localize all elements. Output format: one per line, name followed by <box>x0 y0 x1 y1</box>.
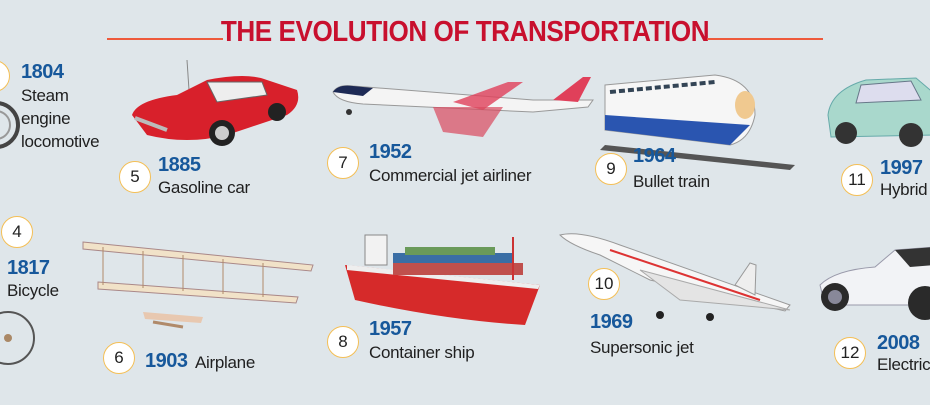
item-year: 1957 <box>369 318 412 340</box>
item-label: Electric <box>877 355 930 374</box>
item-year: 1804 <box>21 61 64 83</box>
label-line: engine <box>21 109 71 128</box>
container-ship-image <box>345 234 540 325</box>
hybrid-car-image <box>827 77 930 147</box>
item-number-circle: 12 <box>834 337 866 369</box>
title-rule-right <box>707 38 823 40</box>
item-label: Bicycle <box>7 281 59 300</box>
item-label: Commercial jet airliner <box>369 166 532 185</box>
item-year: 2008 <box>877 332 920 354</box>
item-year: 1997 <box>880 157 923 179</box>
item-year: 1817 <box>7 257 50 279</box>
label-line: Steam <box>21 86 69 105</box>
item-label: Airplane <box>195 353 255 372</box>
item-year: 1964 <box>633 145 676 167</box>
item-year: 1885 <box>158 154 201 176</box>
item-year: 1903 <box>145 350 188 372</box>
item-number-circle: 11 <box>841 164 873 196</box>
biplane-image <box>82 241 314 329</box>
item-year: 1969 <box>590 311 633 333</box>
label-line: locomotive <box>21 132 100 151</box>
steam-locomotive-image <box>0 101 20 149</box>
item-label: Supersonic jet <box>590 338 694 357</box>
item-label: Bullet train <box>633 172 710 191</box>
item-number-circle: 9 <box>595 153 627 185</box>
item-label: Steam engine locomotive <box>21 84 100 153</box>
title-rule-left <box>107 38 223 40</box>
jet-airliner-image <box>332 77 594 137</box>
electric-car-image <box>819 246 930 320</box>
item-label: Gasoline car <box>158 178 250 197</box>
item-number-circle: 8 <box>327 326 359 358</box>
item-number-circle: 10 <box>588 268 620 300</box>
bullet-train-image <box>600 74 795 170</box>
infographic-title: THE EVOLUTION OF TRANSPORTATION <box>220 16 710 48</box>
item-number-circle: 3 <box>0 60 10 92</box>
concorde-image <box>559 233 791 321</box>
item-label: Hybrid <box>880 180 928 199</box>
item-number-circle: 7 <box>327 147 359 179</box>
gasoline-car-image <box>132 59 299 146</box>
item-number-circle: 4 <box>1 216 33 248</box>
item-year: 1952 <box>369 141 412 163</box>
item-label: Container ship <box>369 343 475 362</box>
item-number-circle: 6 <box>103 342 135 374</box>
item-number-circle: 5 <box>119 161 151 193</box>
bicycle-image <box>0 311 35 365</box>
